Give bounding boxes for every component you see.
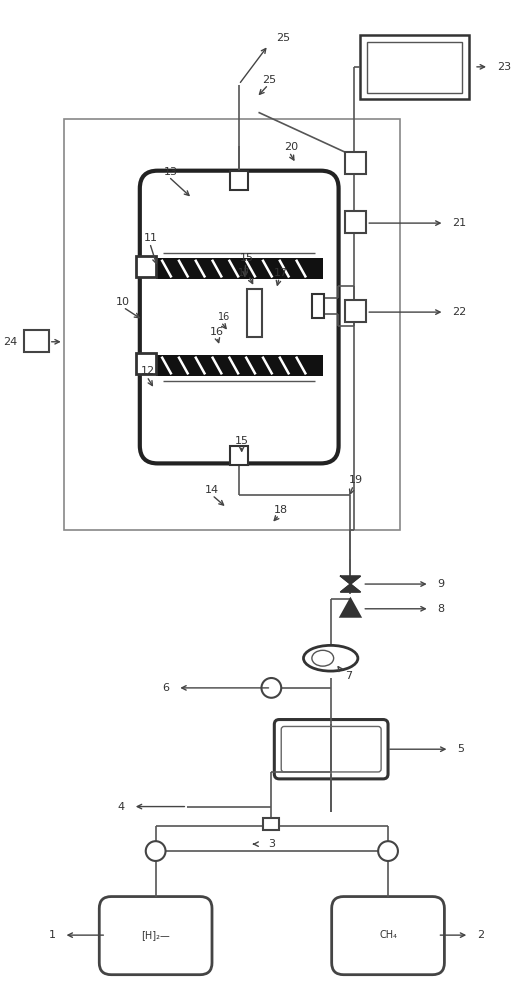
Text: 19: 19 (348, 475, 362, 485)
Text: 2: 2 (477, 930, 484, 940)
Text: 8: 8 (437, 604, 445, 614)
Text: 22: 22 (452, 307, 466, 317)
FancyBboxPatch shape (140, 171, 339, 463)
Text: 25: 25 (276, 33, 291, 43)
Text: 12: 12 (141, 366, 155, 376)
Bar (230, 446, 248, 465)
Text: 25: 25 (262, 75, 277, 85)
Text: 14: 14 (205, 485, 219, 495)
Circle shape (378, 841, 398, 861)
Ellipse shape (303, 645, 358, 671)
Polygon shape (341, 576, 360, 592)
Text: 10: 10 (116, 297, 130, 307)
Bar (344, 152, 366, 174)
Text: 23: 23 (497, 62, 511, 72)
Bar (367, 42, 462, 93)
Text: 5: 5 (457, 744, 464, 754)
Text: 11: 11 (144, 233, 158, 243)
Circle shape (146, 841, 165, 861)
Polygon shape (341, 599, 360, 617)
Bar (136, 353, 156, 374)
FancyBboxPatch shape (275, 720, 388, 779)
Text: 16: 16 (210, 327, 224, 337)
Text: 7: 7 (345, 671, 352, 681)
Bar (156, 355, 323, 376)
Bar (344, 211, 366, 233)
Text: 6: 6 (162, 683, 170, 693)
Text: 21: 21 (452, 218, 466, 228)
Bar (24, 330, 49, 352)
Ellipse shape (312, 650, 333, 666)
Text: 17: 17 (274, 268, 288, 278)
Bar (230, 171, 248, 190)
Text: 17: 17 (237, 268, 250, 278)
Bar (247, 289, 263, 337)
Text: 3: 3 (268, 839, 275, 849)
Circle shape (262, 678, 281, 698)
Text: 15: 15 (239, 253, 254, 263)
Text: 4: 4 (118, 802, 125, 812)
Text: 24: 24 (3, 337, 17, 347)
Text: 20: 20 (284, 142, 298, 152)
FancyBboxPatch shape (99, 897, 212, 975)
Bar (136, 256, 156, 277)
Bar (64, 119, 400, 530)
Text: 9: 9 (437, 579, 445, 589)
Bar (312, 294, 324, 318)
Text: 15: 15 (235, 436, 249, 446)
Text: CH₄: CH₄ (379, 930, 397, 940)
Text: 1: 1 (49, 930, 56, 940)
Bar (344, 300, 366, 322)
Text: 18: 18 (274, 505, 288, 515)
Bar (264, 818, 279, 830)
FancyBboxPatch shape (332, 897, 445, 975)
Text: 13: 13 (163, 167, 177, 177)
Bar (360, 35, 469, 99)
Bar (156, 258, 323, 279)
Text: 16: 16 (218, 312, 230, 322)
Text: [H]₂—: [H]₂— (141, 930, 170, 940)
